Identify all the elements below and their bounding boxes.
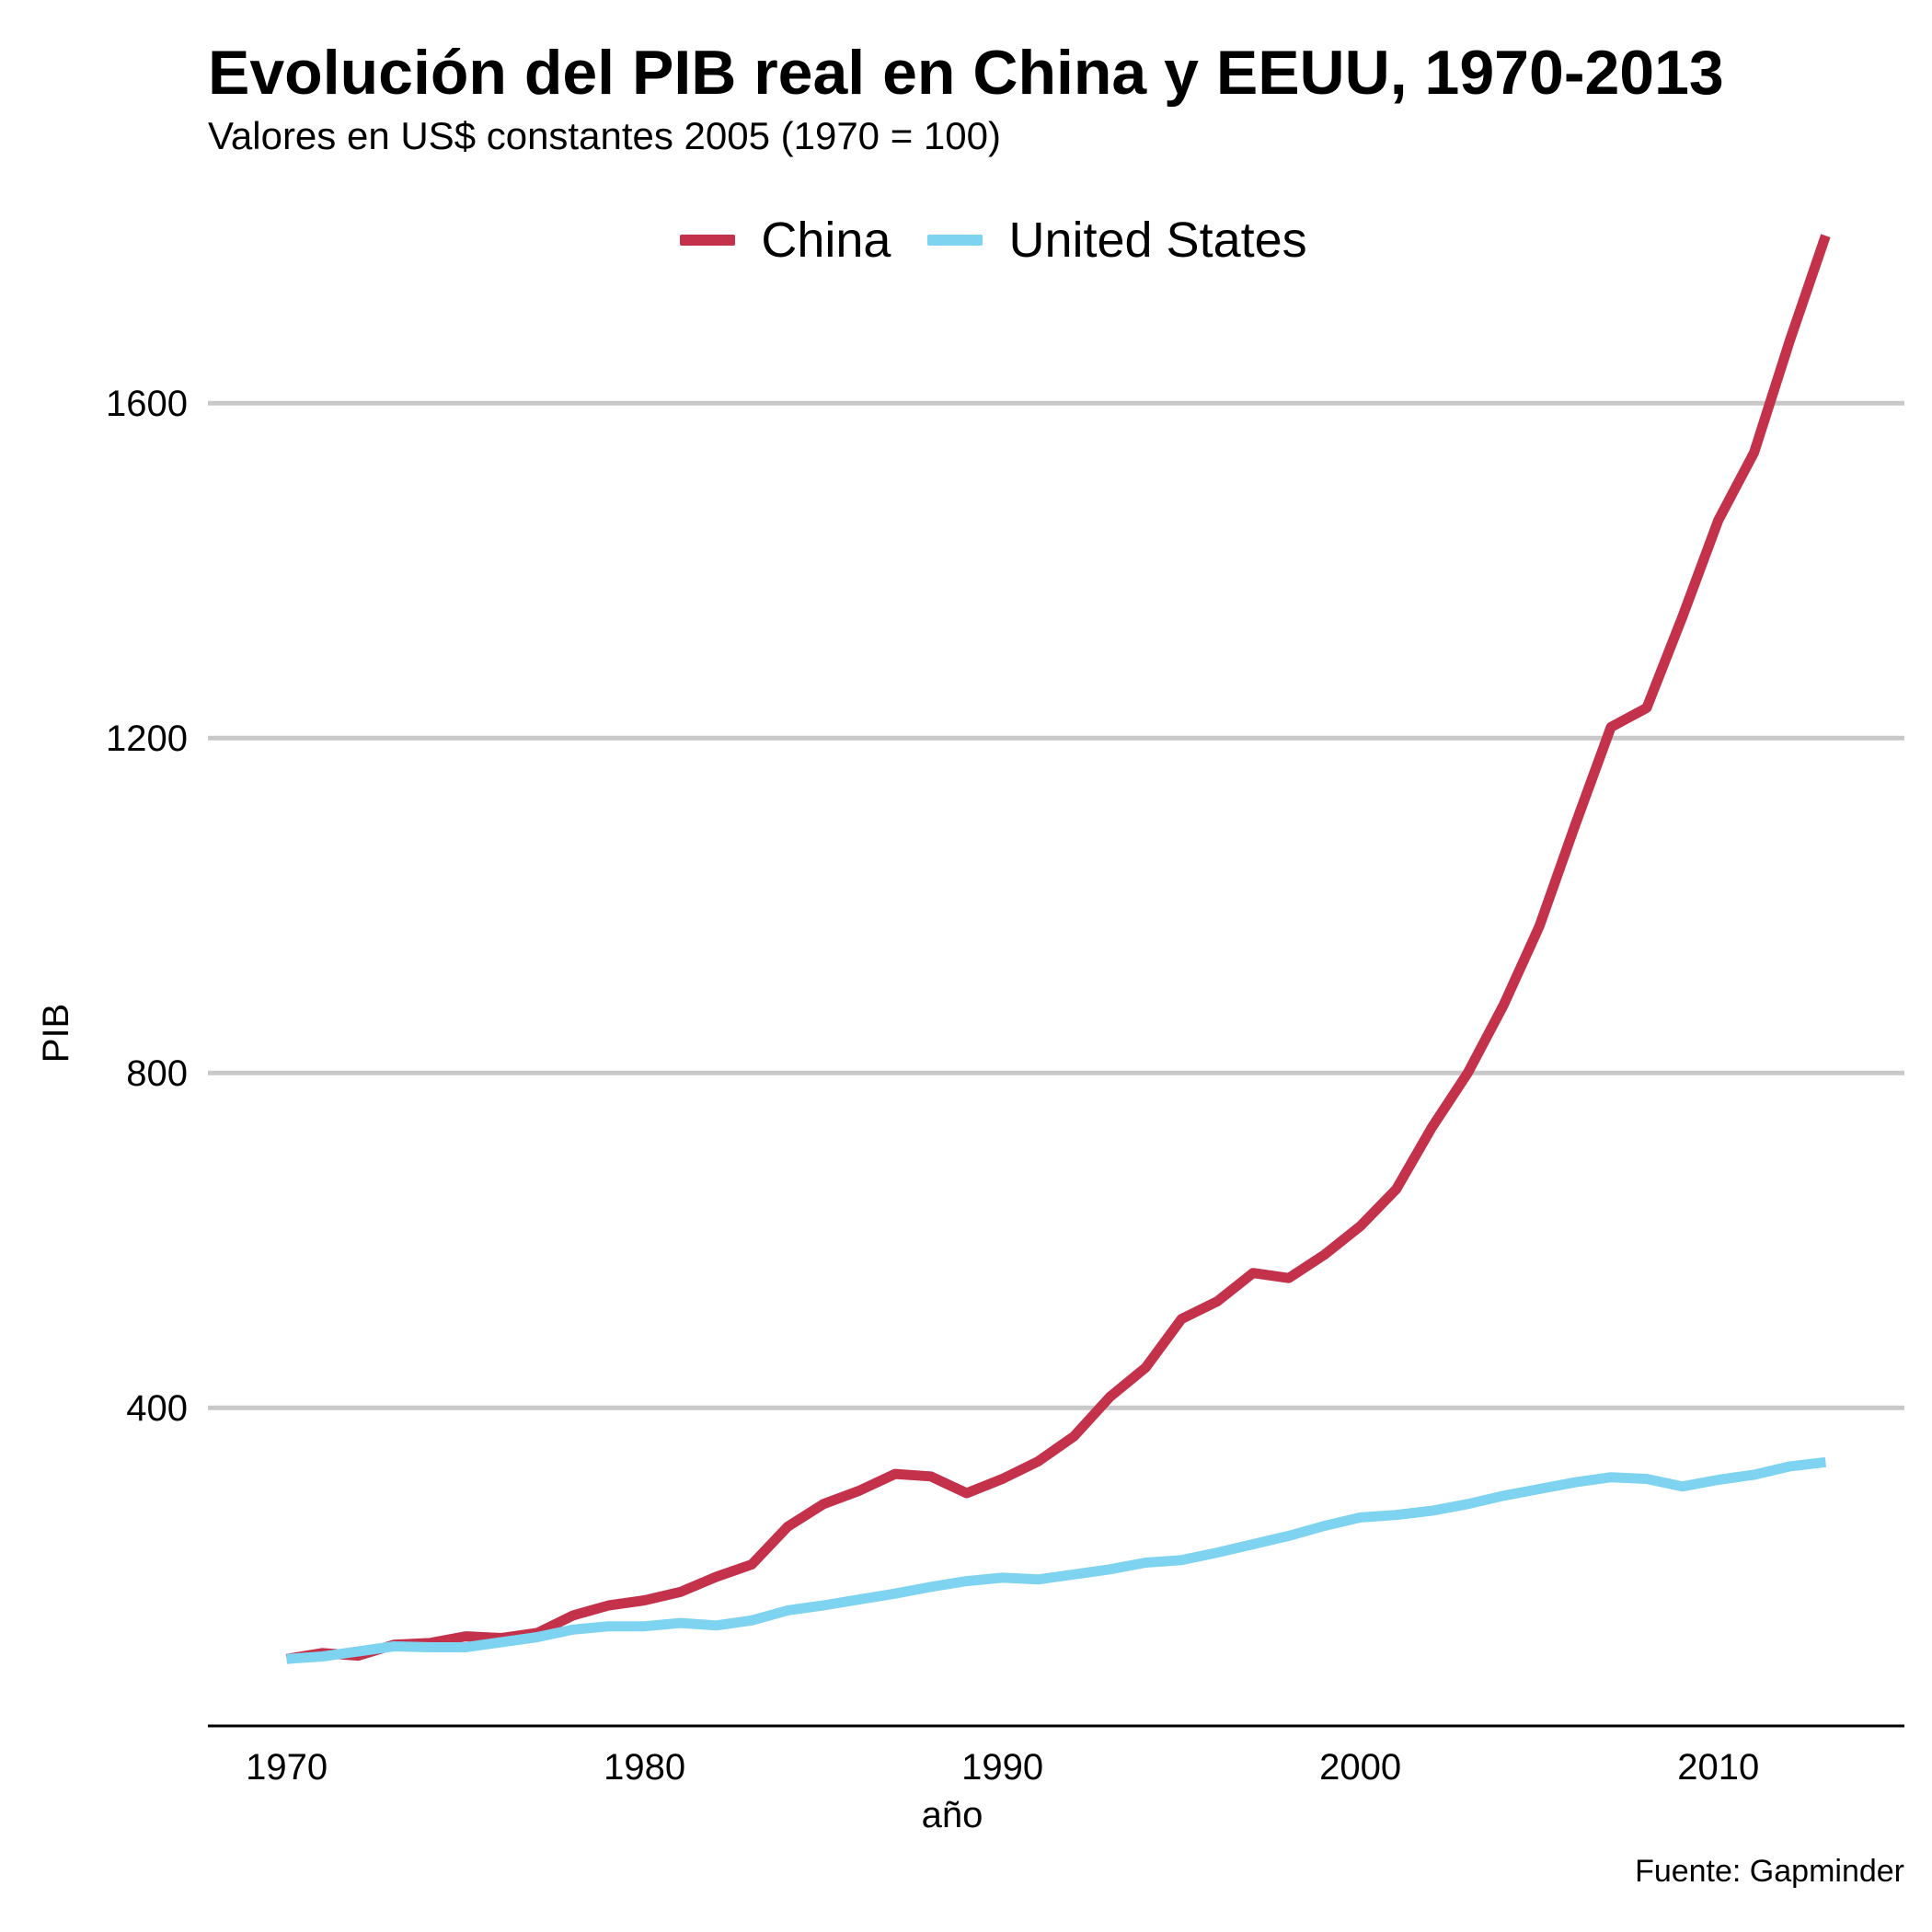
x-tick-label-1970: 1970 xyxy=(246,1747,328,1788)
y-tick-label-1600: 1600 xyxy=(106,384,188,424)
chart-subtitle: Valores en US$ constantes 2005 (1970 = 1… xyxy=(208,114,1001,157)
legend-item-united-states: United States xyxy=(927,212,1307,269)
x-tick-label-2000: 2000 xyxy=(1319,1747,1401,1788)
legend-swatch-united-states xyxy=(927,235,983,246)
chart-title: Evolución del PIB real en China y EEUU, … xyxy=(208,38,1724,108)
y-tick-label-1200: 1200 xyxy=(106,719,188,759)
x-tick-label-2010: 2010 xyxy=(1677,1747,1759,1788)
y-tick-label-800: 800 xyxy=(126,1053,188,1094)
x-axis-title: año xyxy=(922,1795,983,1835)
legend-swatch-china xyxy=(680,235,736,246)
series-line-united-states xyxy=(286,1456,1827,1664)
x-tick-label-1980: 1980 xyxy=(604,1747,685,1788)
y-tick-label-400: 400 xyxy=(126,1388,188,1429)
x-tick-label-1990: 1990 xyxy=(961,1747,1043,1788)
series-line-china xyxy=(285,234,1831,1664)
legend-label-china: China xyxy=(761,213,891,268)
source-caption: Fuente: Gapminder xyxy=(1635,1854,1904,1889)
legend-label-united-states: United States xyxy=(1008,213,1307,268)
legend-item-china: China xyxy=(680,212,891,269)
y-axis-title: PIB xyxy=(36,1004,76,1063)
legend: China United States xyxy=(0,212,1932,269)
